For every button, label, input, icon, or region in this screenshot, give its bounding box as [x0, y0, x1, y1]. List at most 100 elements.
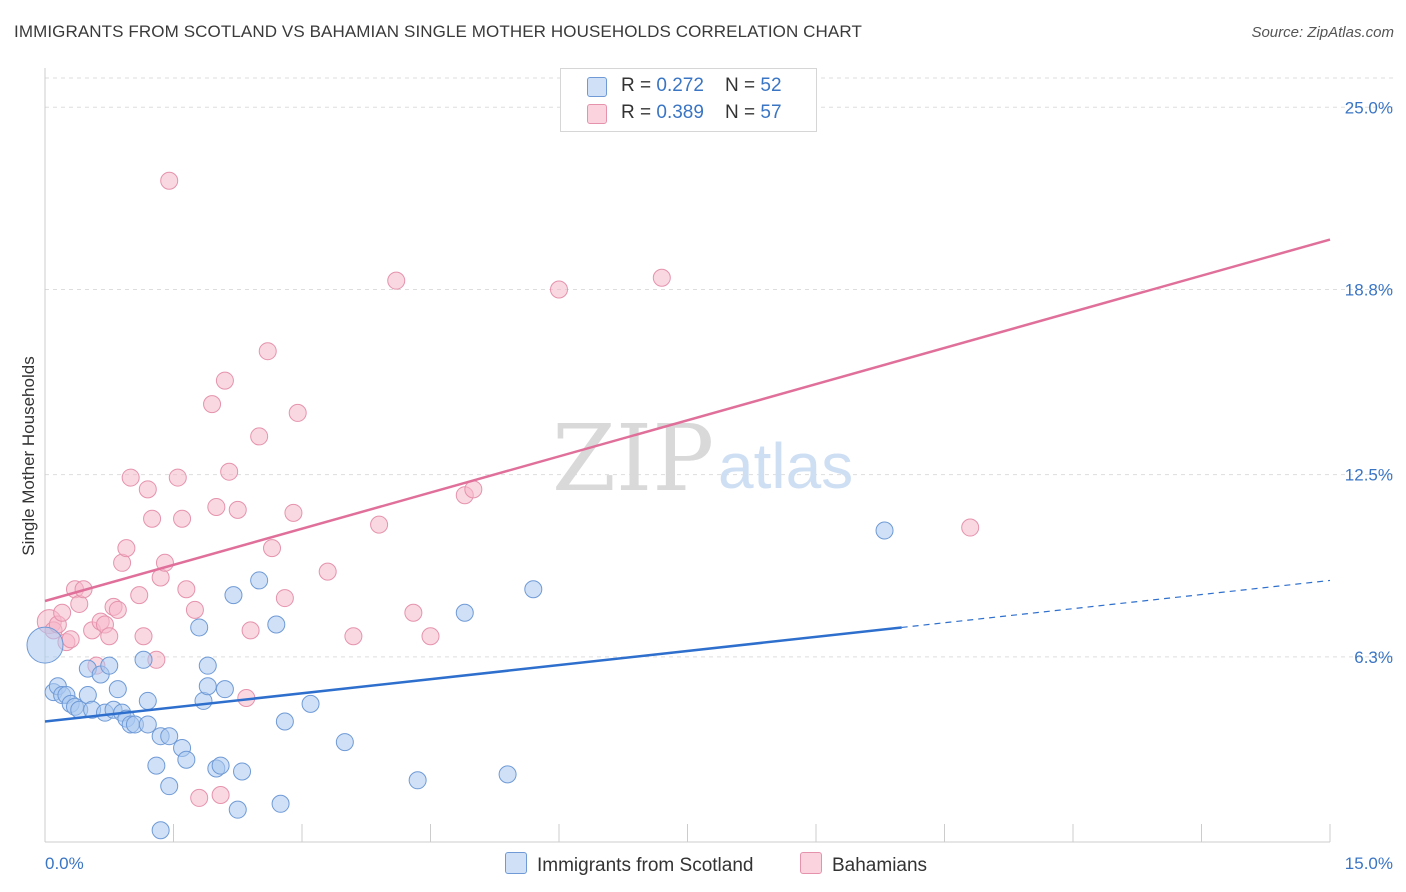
scotland-point	[198, 677, 217, 696]
series-label-scotland: Immigrants from Scotland	[537, 855, 754, 876]
scotland-point	[134, 650, 153, 669]
bahamian-point	[288, 403, 307, 422]
y-tick-label: 18.8%	[1345, 280, 1393, 299]
bahamian-point	[185, 600, 204, 619]
bahamian-point	[652, 268, 671, 287]
bahamian-trend-line	[44, 238, 1331, 603]
bahamian-point	[211, 785, 230, 804]
scotland-trend-extrapolated	[901, 579, 1331, 629]
scotland-point	[190, 618, 209, 637]
scotland-point	[26, 626, 64, 664]
chart-title: IMMIGRANTS FROM SCOTLAND VS BAHAMIAN SIN…	[14, 22, 862, 41]
legend-r-label: R =	[621, 75, 657, 96]
scotland-point	[108, 680, 127, 699]
scotland-point	[147, 756, 166, 775]
scotland-point	[224, 586, 243, 605]
bahamian-point	[404, 603, 423, 622]
scotland-point	[233, 762, 252, 781]
scotland-point	[160, 727, 179, 746]
chart-source: Source: ZipAtlas.com	[1251, 24, 1394, 41]
y-tick-label: 6.3%	[1354, 648, 1393, 667]
scotland-trend-line	[44, 626, 902, 723]
bahamian-point	[53, 603, 72, 622]
legend-r-label: R =	[621, 102, 657, 123]
bahamian-point	[143, 509, 162, 528]
x-tick-label: 15.0%	[1345, 854, 1393, 873]
x-tick-labels: 0.0% 15.0%	[45, 854, 1393, 873]
bahamian-point	[138, 480, 157, 499]
axes	[44, 68, 1331, 843]
scotland-point	[455, 603, 474, 622]
scotland-point	[160, 777, 179, 796]
watermark-atlas: atlas	[718, 430, 853, 502]
bahamian-point	[121, 468, 140, 487]
scotland-point	[211, 756, 230, 775]
bahamian-point	[387, 271, 406, 290]
bahamian-point	[250, 427, 269, 446]
bahamian-point	[961, 518, 980, 537]
scotland-point	[875, 521, 894, 540]
scotland-point	[138, 691, 157, 710]
bahamian-point	[100, 627, 119, 646]
bahamian-point	[370, 515, 389, 534]
scotland-point	[301, 694, 320, 713]
bahamian-point	[134, 627, 153, 646]
legend-swatch-scotland	[587, 77, 607, 97]
bahamian-point	[160, 171, 179, 190]
scotland-point	[177, 750, 196, 769]
bahamian-point	[228, 500, 247, 519]
legend-r-value-scotland: 0.272	[656, 75, 704, 96]
legend-swatch-bahamian	[587, 104, 607, 124]
scotland-point	[228, 800, 247, 819]
scotland-point	[100, 656, 119, 675]
bahamian-point	[318, 562, 337, 581]
bahamian-point	[190, 788, 209, 807]
scotland-point	[271, 794, 290, 813]
series-legend-scotland: Immigrants from Scotland	[505, 852, 753, 877]
scotland-point	[267, 615, 286, 634]
legend-n-value-scotland: 52	[760, 75, 782, 96]
series-swatch-bahamian	[800, 852, 822, 874]
series-swatch-scotland	[505, 852, 527, 874]
bahamian-point	[173, 509, 192, 528]
bahamian-point	[263, 539, 282, 558]
x-tick-label: 0.0%	[45, 854, 84, 873]
scotland-point	[408, 771, 427, 790]
y-tick-labels: 6.3% 12.5% 18.8% 25.0%	[1345, 98, 1393, 667]
scotland-point	[335, 733, 354, 752]
trend-lines	[44, 238, 1331, 723]
scotland-point	[151, 821, 170, 840]
scotland-point	[250, 571, 269, 590]
legend-n-label: N =	[725, 75, 761, 96]
bahamian-point	[241, 621, 260, 640]
legend-n-value-bahamian: 57	[760, 102, 782, 123]
watermark: ZIP atlas	[552, 405, 853, 512]
bahamian-point	[177, 580, 196, 599]
gridlines	[45, 77, 1394, 658]
y-axis-label: Single Mother Households	[19, 356, 38, 555]
scotland-point	[524, 580, 543, 599]
bahamian-point	[203, 395, 222, 414]
correlation-legend: R = 0.272 N = 52 R = 0.389 N = 57	[560, 68, 817, 132]
bahamian-point	[284, 503, 303, 522]
bahamian-point	[117, 539, 136, 558]
scotland-point	[275, 712, 294, 731]
legend-n-label: N =	[725, 102, 761, 123]
legend-r-value-bahamian: 0.389	[656, 102, 704, 123]
bahamian-point	[168, 468, 187, 487]
scotland-point	[198, 656, 217, 675]
watermark-zip: ZIP	[552, 405, 714, 512]
y-tick-label: 12.5%	[1345, 466, 1393, 485]
bahamian-point	[207, 497, 226, 516]
bahamian-point	[258, 342, 277, 361]
bahamian-point	[220, 462, 239, 481]
series-legend-bahamian: Bahamians	[800, 852, 927, 877]
bahamian-point	[61, 630, 80, 649]
bahamian-point	[108, 600, 127, 619]
bahamian-point	[421, 627, 440, 646]
bahamian-point	[215, 371, 234, 390]
scotland-points	[26, 521, 894, 840]
bahamian-points	[36, 171, 980, 807]
scotland-point	[138, 715, 157, 734]
